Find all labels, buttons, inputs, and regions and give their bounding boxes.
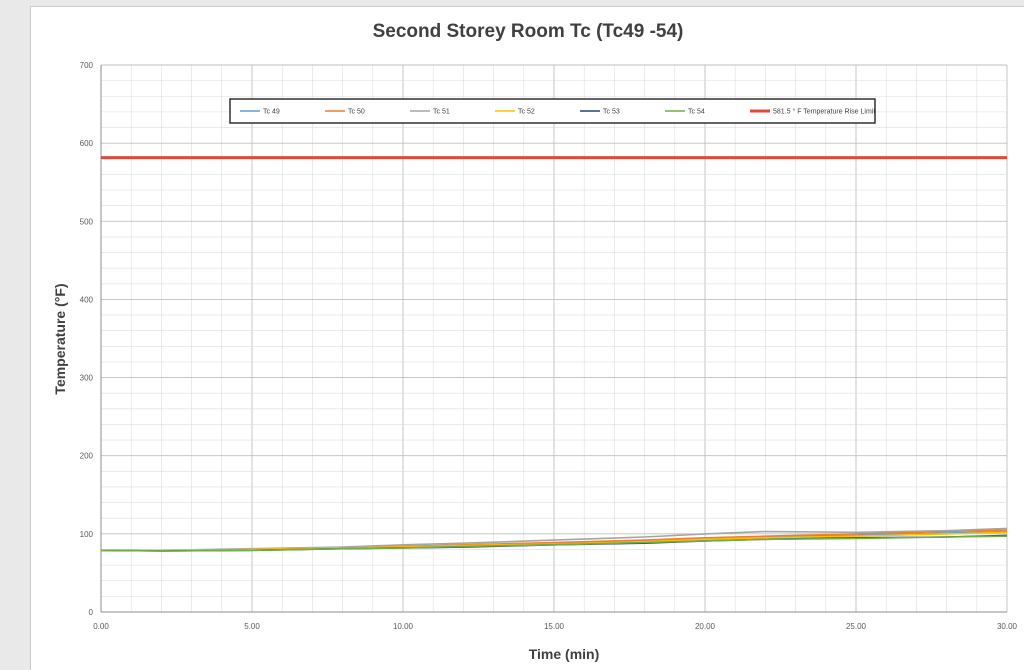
x-tick-label: 5.00 [244, 622, 260, 631]
legend-label: Tc 50 [348, 109, 365, 116]
y-tick-label: 400 [80, 295, 94, 304]
y-tick-label: 200 [80, 452, 94, 461]
x-axis-label: Time (min) [529, 646, 600, 662]
grid [100, 64, 1008, 613]
x-tick-label: 0.00 [93, 622, 109, 631]
legend-label: Tc 49 [263, 109, 280, 116]
x-tick-label: 15.00 [544, 622, 565, 631]
legend-label: 581.5 ° F Temperature Rise Limit [773, 108, 875, 116]
series-lines [100, 156, 1008, 552]
y-tick-label: 700 [80, 61, 94, 70]
x-tick-label: 20.00 [695, 622, 716, 631]
series-line [100, 535, 1008, 552]
chart-title: Second Storey Room Tc (Tc49 -54) [373, 21, 684, 42]
chart-frame: 0.00 5.00 10.00 15.00 20.00 25.00 30.00 0 100 200… [30, 6, 1024, 670]
legend: Tc 49 Tc 50 Tc 51 Tc 52 Tc 53 Tc 54 581.5 ° F … [229, 98, 876, 124]
legend-label: Tc 52 [518, 109, 535, 116]
y-tick-label: 300 [80, 374, 94, 383]
y-tick-label: 0 [89, 608, 94, 617]
tick-labels: 0.00 5.00 10.00 15.00 20.00 25.00 30.00 0 100 200… [80, 61, 1018, 631]
y-tick-label: 500 [80, 217, 94, 226]
y-tick-label: 100 [80, 530, 94, 539]
y-tick-label: 600 [80, 139, 94, 148]
x-tick-label: 30.00 [997, 622, 1018, 631]
x-tick-label: 10.00 [393, 622, 414, 631]
chart-svg: 0.00 5.00 10.00 15.00 20.00 25.00 30.00 0 100 200… [52, 21, 1018, 662]
x-tick-label: 25.00 [846, 622, 867, 631]
legend-label: Tc 51 [433, 109, 450, 116]
y-axis-label: Temperature (°F) [52, 283, 68, 394]
legend-label: Tc 54 [688, 109, 705, 116]
legend-label: Tc 53 [603, 109, 620, 116]
